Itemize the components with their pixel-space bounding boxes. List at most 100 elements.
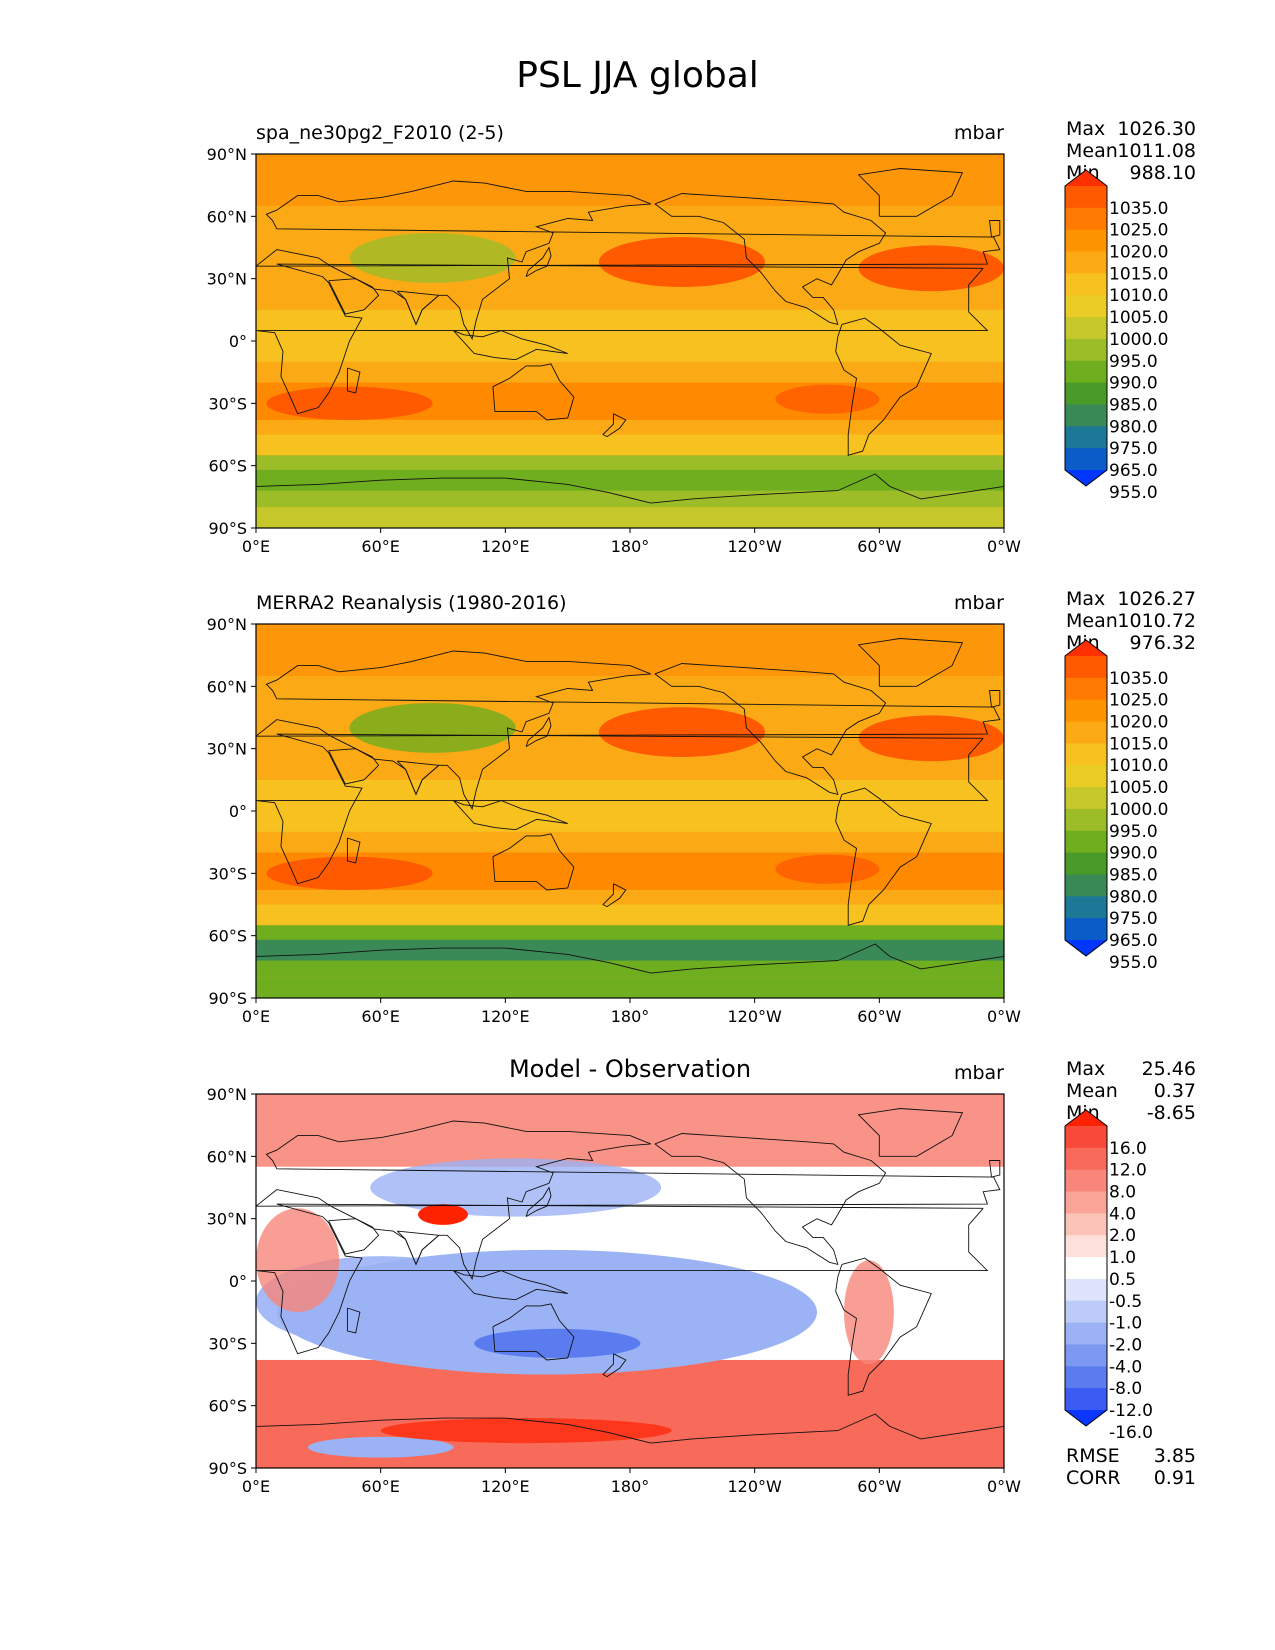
- colorbar-extend-bottom: [1065, 1410, 1107, 1426]
- coastline-n-america: [654, 1133, 887, 1266]
- lat-tick-label: 0°: [229, 1272, 247, 1291]
- coastline-arabia: [328, 278, 380, 315]
- coastline-uk: [988, 690, 1001, 708]
- lat-tick-label: 60°S: [208, 457, 247, 476]
- colorbar-tick-label: 990.0: [1109, 374, 1158, 394]
- stat-label-mean: Mean: [1066, 610, 1118, 632]
- coastline-madagascar: [346, 837, 361, 864]
- mid-latitude-band: [256, 904, 1004, 926]
- stat-value-min: 988.10: [1129, 162, 1196, 184]
- tropical-band: [256, 779, 1004, 832]
- north-pacific-high: [598, 707, 766, 757]
- colorbar-tick-label: 12.0: [1109, 1161, 1147, 1181]
- colorbar-tick-label: 995.0: [1109, 822, 1158, 842]
- colorbar-tick-label: 1010.0: [1109, 756, 1168, 776]
- positive-band-north: [256, 1094, 1004, 1167]
- colorbar-segment: [1065, 1213, 1107, 1236]
- colorbar-segment: [1065, 229, 1107, 253]
- colorbar-tick-label: 955.0: [1109, 953, 1158, 973]
- colorbar-tick-label: -0.5: [1109, 1292, 1142, 1312]
- coastline-greenland: [857, 1108, 964, 1157]
- colorbar-tick-label: 1025.0: [1109, 691, 1168, 711]
- colorbar-tick-label: 16.0: [1109, 1139, 1147, 1159]
- lat-tick-label: 30°S: [208, 1334, 247, 1353]
- colorbar-segment: [1065, 1235, 1107, 1258]
- panel-model: spa_ne30pg2_F2010 (2-5) mbar Max 1026.30 …: [0, 118, 1275, 588]
- stat-value-max: 25.46: [1141, 1058, 1196, 1080]
- asian-low: [349, 702, 516, 753]
- colorbar-segment: [1065, 1147, 1107, 1171]
- coastline-india: [396, 1230, 440, 1266]
- negative-region-north-pacific: [370, 1158, 662, 1217]
- lat-tick-label: 90°S: [208, 989, 247, 1008]
- lat-tick-label: 30°S: [208, 394, 247, 413]
- lon-tick-label: 60°E: [361, 1477, 399, 1496]
- coastline-new-zealand: [602, 883, 627, 908]
- antarctic-band: [256, 977, 1004, 998]
- coastline-uk: [988, 220, 1001, 238]
- colorbar-tick-label: 1020.0: [1109, 243, 1168, 263]
- colorbar-segment: [1065, 918, 1107, 941]
- colorbar-outline: [1064, 639, 1108, 957]
- coastline-australia: [492, 833, 575, 891]
- lon-tick-label: 60°W: [857, 1007, 901, 1026]
- colorbar-tick-label: 1010.0: [1109, 286, 1168, 306]
- lon-tick-label: 0°E: [242, 1477, 270, 1496]
- colorbar-tick-label: 985.0: [1109, 395, 1158, 415]
- colorbar-tick-label: 980.0: [1109, 417, 1158, 437]
- colorbar-tick-label: 980.0: [1109, 887, 1158, 907]
- stat-value-mean: 0.37: [1153, 1080, 1196, 1102]
- corr-label: CORR: [1066, 1467, 1121, 1489]
- colorbar-tick-label: 1005.0: [1109, 308, 1168, 328]
- coastline-new-zealand: [602, 1353, 627, 1378]
- north-polar-band: [256, 624, 1004, 676]
- lat-tick-label: 0°: [229, 802, 247, 821]
- colorbar-segment: [1065, 426, 1107, 449]
- asian-low: [349, 232, 516, 283]
- lon-tick-label: 60°E: [361, 537, 399, 556]
- stat-value-max: 1026.27: [1117, 588, 1196, 610]
- colorbar-tick-label: 1020.0: [1109, 713, 1168, 733]
- lon-tick-label: 120°E: [481, 1007, 530, 1026]
- coastline-antarctica: [256, 1413, 1004, 1468]
- colorbar-tick-label: 955.0: [1109, 483, 1158, 503]
- coastline-africa: [256, 263, 989, 415]
- positive-region-samerica: [844, 1260, 894, 1365]
- colorbar-segment: [1065, 186, 1107, 209]
- stat-label-mean: Mean: [1066, 140, 1118, 162]
- southern-ring-core: [256, 939, 1004, 961]
- coastline-indonesia: [453, 800, 568, 831]
- coastline-n-america: [654, 193, 887, 326]
- stat-label-max: Max: [1066, 588, 1106, 610]
- colorbar-segment: [1065, 677, 1107, 701]
- colorbar-segment: [1065, 1388, 1107, 1411]
- colorbar-tick-label: -12.0: [1109, 1401, 1153, 1421]
- colorbar-segment: [1065, 317, 1107, 340]
- colorbar-segment: [1065, 1366, 1107, 1389]
- lat-tick-label: 60°S: [208, 927, 247, 946]
- lon-tick-label: 180°: [611, 1007, 650, 1026]
- units-label: mbar: [953, 592, 1004, 614]
- contour-fields: [256, 1094, 1004, 1468]
- rmse-label: RMSE: [1066, 1445, 1120, 1467]
- colorbar-tick-label: 975.0: [1109, 439, 1158, 459]
- lon-tick-label: 0°E: [242, 537, 270, 556]
- lat-tick-label: 30°N: [207, 740, 247, 759]
- colorbar-tick-label: 8.0: [1109, 1183, 1136, 1203]
- stat-value-mean: 1011.08: [1117, 140, 1196, 162]
- tropical-band: [256, 309, 1004, 362]
- negative-region-antarctic: [307, 1436, 454, 1458]
- panel-title: MERRA2 Reanalysis (1980-2016): [256, 592, 567, 614]
- colorbar-extend-top: [1065, 170, 1107, 186]
- stat-label-mean: Mean: [1066, 1080, 1118, 1102]
- colorbar-tick-label: 1025.0: [1109, 221, 1168, 241]
- lat-tick-label: 90°S: [208, 1459, 247, 1478]
- map-plot: 90°N 60°N 30°N 0° 30°S 60°S 90°S0°E 60°E 120°E 18…: [207, 1085, 1153, 1496]
- southern-ring-core: [256, 469, 1004, 491]
- colorbar-tick-label: 985.0: [1109, 865, 1158, 885]
- lon-tick-label: 180°: [611, 1477, 650, 1496]
- coastline-n-america: [654, 663, 887, 796]
- coastline-australia: [492, 363, 575, 421]
- coastlines: [256, 168, 1004, 528]
